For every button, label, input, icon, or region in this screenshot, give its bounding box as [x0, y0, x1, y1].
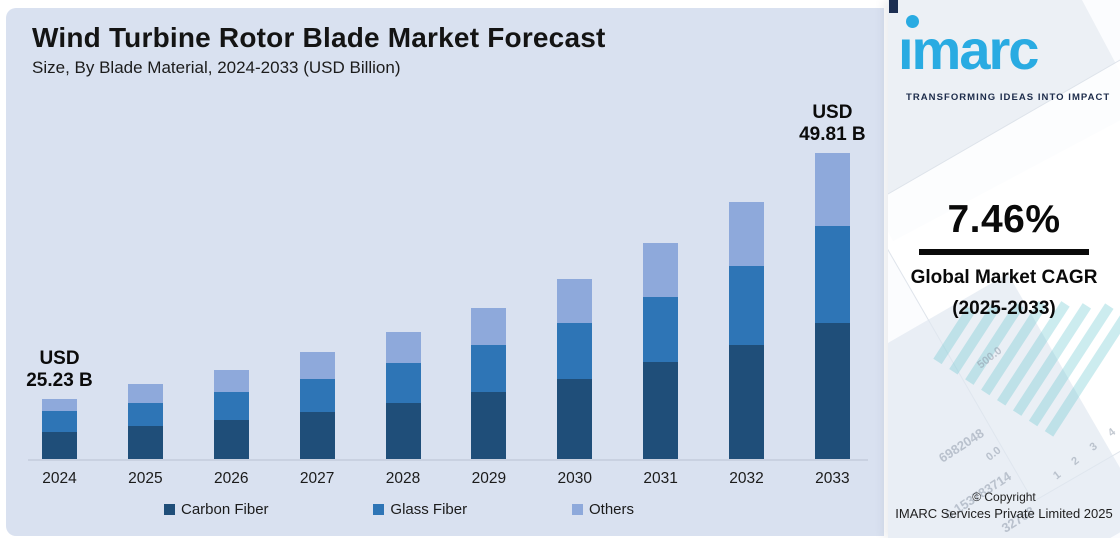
bar-segment-others: [643, 243, 679, 297]
logo-tagline: TRANSFORMING IDEAS INTO IMPACT: [906, 92, 1111, 103]
bar-segment-carbon-fiber: [299, 412, 335, 459]
bar-segment-glass-fiber: [814, 226, 850, 323]
bar-2028: 2028: [385, 332, 421, 487]
stacked-bar-plot: 2024 USD 25.23 B 2025 2026 2027 2028 2029 2030 20…: [26, 102, 866, 487]
bar-2027: 2027: [299, 352, 335, 487]
copyright-line2: IMARC Services Private Limited 2025: [895, 506, 1113, 521]
watermark-text: 6982048: [935, 425, 987, 466]
bar-2025: 2025: [127, 384, 163, 487]
value-label-2033: USD 49.81 B: [799, 102, 866, 145]
legend-swatch-icon: [164, 504, 175, 515]
chart-subtitle: Size, By Blade Material, 2024-2033 (USD …: [32, 58, 401, 77]
bar-segment-carbon-fiber: [385, 403, 421, 459]
watermark-text: 1 2 3 4: [1051, 421, 1120, 483]
legend-label: Others: [588, 501, 634, 518]
bar-segment-others: [385, 332, 421, 363]
bar-segment-glass-fiber: [213, 392, 249, 420]
logo-dot-icon: [906, 15, 919, 28]
watermark-text: 500.0: [975, 344, 1005, 372]
x-tick-label: 2024: [42, 470, 77, 487]
x-tick-label: 2028: [385, 470, 421, 487]
bar-segment-others: [213, 370, 249, 392]
value-label-2024: USD 25.23 B: [26, 348, 93, 391]
bar-segment-carbon-fiber: [471, 392, 507, 459]
x-axis-line: [28, 459, 868, 461]
bar-segment-others: [42, 399, 77, 411]
bar-segment-others: [127, 384, 163, 403]
bar-segment-others: [299, 352, 335, 379]
bar-2031: 2031: [643, 243, 679, 487]
bar-segment-carbon-fiber: [127, 426, 163, 459]
decor-bar: [1012, 303, 1092, 416]
bar-segment-others: [557, 279, 593, 323]
bar-segment-carbon-fiber: [557, 379, 593, 459]
chart-legend: Carbon Fiber Glass Fiber Others: [164, 501, 634, 518]
watermark-text: 0.0: [983, 444, 1004, 464]
bar-segment-carbon-fiber: [814, 323, 850, 459]
bar-segment-others: [814, 153, 850, 226]
bar-segment-glass-fiber: [127, 403, 163, 426]
bar-2026: 2026: [213, 370, 249, 487]
chart-panel: Wind Turbine Rotor Blade Market Forecast…: [6, 8, 884, 536]
cagr-value: 7.46%: [947, 198, 1061, 241]
bar-segment-glass-fiber: [729, 266, 764, 345]
bar-segment-carbon-fiber: [643, 362, 679, 459]
cagr-years: (2025-2033): [952, 298, 1056, 319]
bar-2032: 2032: [729, 202, 764, 487]
legend-label: Glass Fiber: [390, 501, 468, 518]
bar-2033: 2033 USD 49.81 B: [799, 102, 866, 487]
legend-item-glass-fiber: Glass Fiber: [373, 501, 467, 518]
copyright: © Copyright IMARC Services Private Limit…: [888, 490, 1120, 521]
legend-item-carbon-fiber: Carbon Fiber: [164, 501, 269, 518]
x-tick-label: 2032: [729, 470, 764, 487]
bar-2024: 2024 USD 25.23 B: [26, 348, 93, 487]
legend-item-others: Others: [571, 501, 634, 518]
corner-accent: [889, 0, 898, 13]
bar-segment-others: [729, 202, 764, 266]
x-tick-label: 2031: [643, 470, 678, 487]
bar-segment-carbon-fiber: [213, 420, 249, 459]
bar-segment-glass-fiber: [557, 323, 593, 379]
x-tick-label: 2027: [299, 470, 335, 487]
decor-bar: [1028, 303, 1114, 427]
x-tick-label: 2033: [815, 470, 850, 487]
x-tick-label: 2030: [557, 470, 592, 487]
decor-bar: [1044, 303, 1120, 437]
bar-2030: 2030: [557, 279, 593, 487]
bar-segment-others: [471, 308, 507, 345]
bar-segment-carbon-fiber: [729, 345, 764, 459]
legend-swatch-icon: [571, 504, 583, 515]
copyright-line1: © Copyright: [972, 490, 1036, 504]
bar-2029: 2029: [471, 308, 507, 487]
bar-segment-glass-fiber: [385, 363, 421, 403]
bar-segment-glass-fiber: [643, 297, 679, 362]
bar-segment-carbon-fiber: [42, 432, 77, 459]
brand-panel: 500.0 0.0 1 2 3 4 6982048 0.153783714 32768 ı…: [888, 0, 1120, 538]
x-tick-label: 2026: [214, 470, 249, 487]
x-tick-label: 2025: [128, 470, 163, 487]
cagr-underline: [919, 249, 1089, 255]
cagr-block: 7.46% Global Market CAGR (2025-2033): [888, 198, 1120, 320]
bar-segment-glass-fiber: [42, 411, 77, 432]
chart-title: Wind Turbine Rotor Blade Market Forecast: [32, 22, 606, 53]
cagr-label: Global Market CAGR: [910, 267, 1098, 288]
bar-segment-glass-fiber: [299, 379, 335, 412]
legend-swatch-icon: [373, 504, 385, 515]
legend-label: Carbon Fiber: [181, 501, 269, 518]
logo-wordmark: ımarc: [898, 18, 1039, 81]
bar-segment-glass-fiber: [471, 345, 507, 392]
x-tick-label: 2029: [471, 470, 507, 487]
